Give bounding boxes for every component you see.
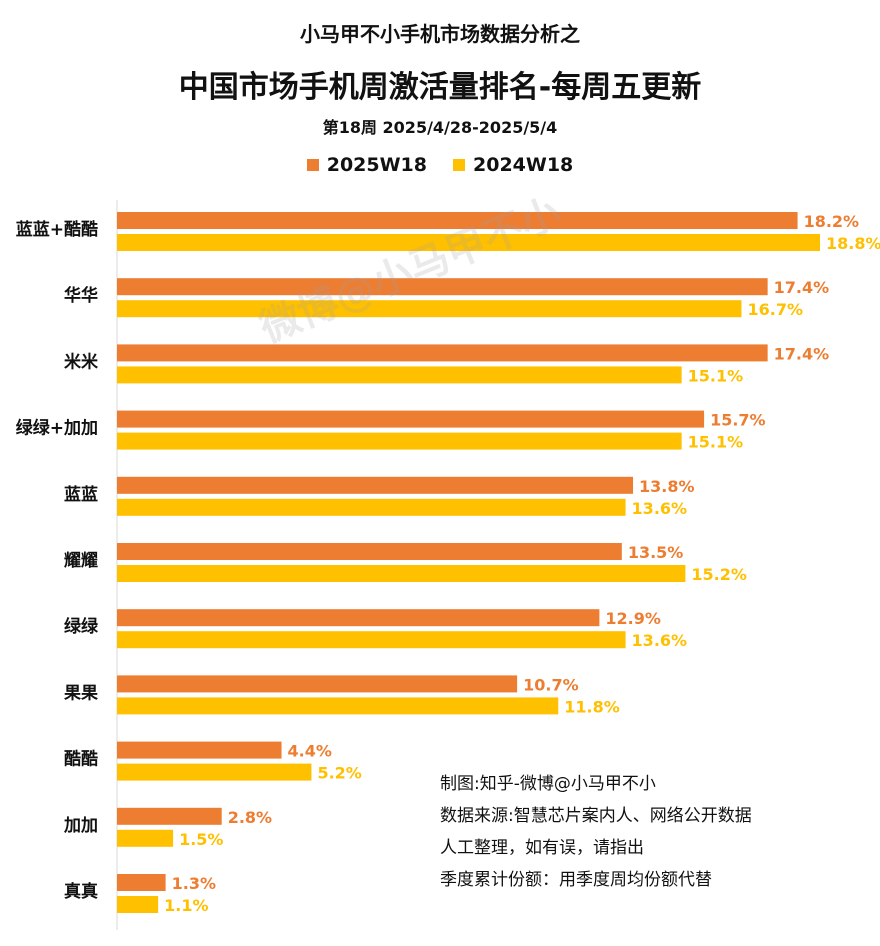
category-label: 米米 [64,351,99,372]
bar-2024w18 [117,300,742,318]
data-label: 13.6% [632,631,688,650]
data-label: 17.4% [774,344,830,363]
bar-2024w18 [117,366,682,384]
data-label: 13.8% [639,477,695,496]
category-label: 绿绿+加加 [16,418,98,439]
chart-supertitle: 小马甲不小手机市场数据分析之 [300,22,580,46]
category-label: 耀耀 [64,551,98,571]
data-label: 15.1% [688,366,744,385]
bar-2024w18 [117,631,626,649]
data-label: 15.7% [710,411,766,430]
data-label: 10.7% [523,675,579,694]
bar-2025w18 [117,609,600,627]
legend-label-2025w18: 2025W18 [326,154,427,176]
bar-2024w18 [117,896,159,913]
category-label: 蓝蓝 [64,485,98,505]
data-label: 13.5% [628,543,684,562]
bar-2025w18 [117,476,634,494]
note-line: 季度累计份额：用季度周均份额代替 [440,870,712,890]
bar-2025w18 [117,807,222,825]
data-label: 16.7% [747,300,803,319]
category-label: 绿绿 [64,616,99,637]
data-label: 15.1% [688,433,744,452]
chart-subtitle: 第18周 2025/4/28-2025/5/4 [322,118,558,137]
data-label: 5.2% [317,764,361,783]
category-label: 加加 [63,816,98,836]
data-label: 18.2% [804,212,860,231]
data-label: 1.3% [172,874,216,893]
bar-2025w18 [117,874,166,891]
legend-item-2025w18: 2025W18 [306,154,427,176]
bar-2025w18 [117,543,622,560]
legend: 2025W18 2024W18 [0,154,880,176]
bar-2024w18 [117,234,820,251]
legend-swatch-2025w18 [306,159,319,171]
bar-2025w18 [117,741,282,759]
bar-2024w18 [117,697,559,715]
legend-swatch-2024w18 [453,159,465,171]
data-label: 4.4% [288,742,332,761]
note-line: 数据来源:智慧芯片案内人、网络公开数据 [440,806,752,826]
data-label: 13.6% [632,499,688,518]
note-line: 人工整理，如有误，请指出 [440,838,644,858]
chart-notes: 制图:知乎-微博@小马甲不小 数据来源:智慧芯片案内人、网络公开数据 人工整理，… [440,768,752,896]
data-label: 1.1% [164,896,208,915]
data-label: 12.9% [605,609,661,628]
category-label: 果果 [64,683,98,703]
bar-2025w18 [117,344,768,362]
bar-2024w18 [117,498,626,516]
bar-2025w18 [117,212,798,229]
bar-2024w18 [117,829,174,847]
data-label: 15.2% [691,565,747,584]
data-label: 18.8% [826,234,880,253]
data-label: 1.5% [179,830,223,849]
category-label: 酷酷 [64,749,98,770]
note-line: 制图:知乎-微博@小马甲不小 [440,774,656,794]
bar-2025w18 [117,675,518,693]
legend-label-2024w18: 2024W18 [473,154,574,176]
category-label: 真真 [64,881,98,902]
chart-title: 中国市场手机周激活量排名-每周五更新 [178,70,702,105]
bar-2024w18 [117,763,312,781]
category-label: 蓝蓝+酷酷 [16,219,98,240]
data-label: 11.8% [564,697,620,716]
data-label: 2.8% [228,808,272,827]
bar-2024w18 [117,432,682,450]
category-label: 华华 [64,285,98,306]
bar-2024w18 [117,565,686,582]
bar-2025w18 [117,278,768,296]
data-label: 17.4% [774,278,830,297]
bar-2025w18 [117,410,705,428]
legend-item-2024w18: 2024W18 [453,154,573,176]
